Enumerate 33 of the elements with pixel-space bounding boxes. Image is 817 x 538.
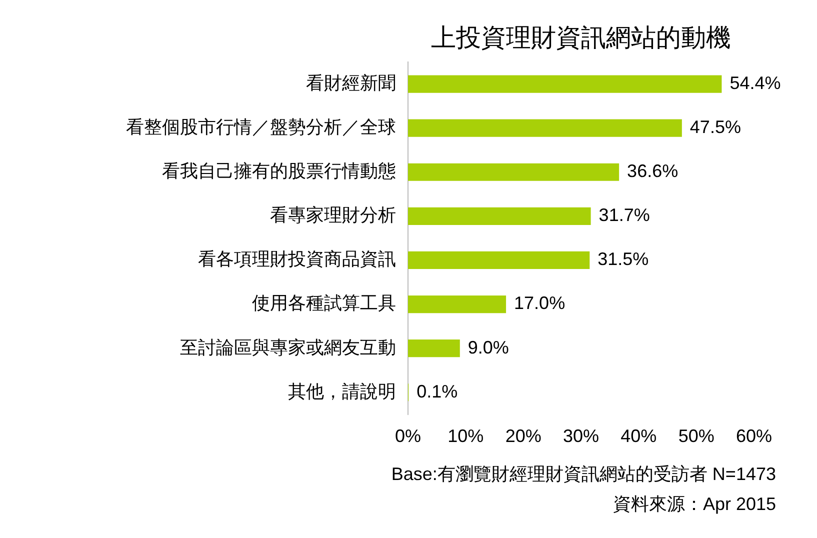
bar (408, 75, 722, 93)
bar (408, 340, 460, 358)
text: Base:有瀏覽財經理財資訊網站的受訪者 N=1473 (391, 464, 776, 484)
data-label: 17.0% (514, 293, 566, 314)
x-tick-label: 30% (562, 426, 600, 446)
bar (408, 295, 506, 314)
data-label: 9.0% (468, 337, 509, 358)
chart-title: 上投資理財資訊網站的動機 (431, 24, 731, 52)
y-tick-label: 看專家理財分析 (270, 205, 396, 226)
data-label: 36.6% (627, 161, 678, 182)
x-tick-label: 20% (505, 426, 542, 446)
x-tick-label: 50% (678, 426, 714, 446)
y-tick-label: 看整個股市行情／盤勢分析／全球 (126, 117, 396, 138)
y-tick-label: 至討論區與專家或網友互動 (180, 337, 396, 358)
data-label: 54.4% (730, 72, 781, 93)
bar (408, 207, 591, 225)
y-tick-label: 看我自己擁有的股票行情動態 (162, 161, 396, 182)
x-tick-label: 60% (736, 426, 772, 446)
x-tick-label: 40% (620, 426, 657, 446)
data-label: 47.5% (690, 117, 741, 138)
bar (408, 119, 682, 137)
y-tick-label: 看財經新聞 (306, 72, 396, 93)
y-tick-label: 使用各種試算工具 (252, 293, 396, 314)
bar (408, 251, 590, 270)
x-tick-label: 10% (448, 426, 484, 446)
data-label: 31.7% (598, 205, 650, 226)
data-label: 0.1% (416, 381, 458, 402)
source-note: 資料來源：Apr 2015 (612, 494, 776, 514)
x-tick-label: 0% (394, 426, 422, 446)
bar (408, 163, 620, 181)
y-tick-label: 其他，請說明 (288, 381, 396, 402)
data-label: 31.5% (598, 249, 649, 270)
y-tick-label: 看各項理財投資商品資訊 (198, 249, 396, 270)
